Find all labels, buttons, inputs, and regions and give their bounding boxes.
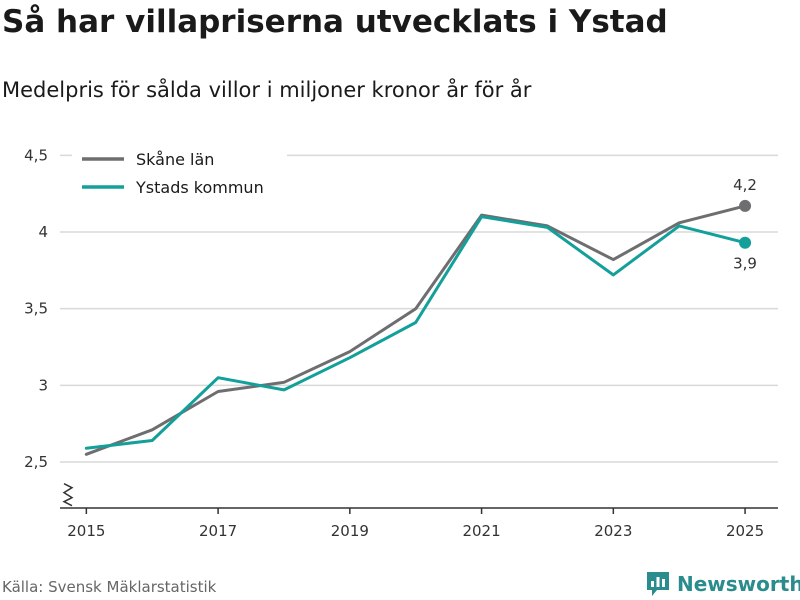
y-tick-label: 4,5: [24, 146, 48, 164]
brand-name: Newsworthy: [677, 572, 800, 596]
y-tick-label: 3,5: [24, 300, 48, 318]
x-tick-label: 2021: [462, 522, 500, 540]
x-tick-label: 2023: [594, 522, 632, 540]
x-tick-label: 2019: [331, 522, 369, 540]
y-tick-label: 4: [38, 223, 48, 241]
x-tick-label: 2015: [67, 522, 105, 540]
x-tick-label: 2025: [726, 522, 764, 540]
legend: Skåne län Ystads kommun: [72, 146, 287, 202]
end-data-label-1: 3,9: [733, 255, 757, 273]
chart-subtitle: Medelpris för sålda villor i miljoner kr…: [2, 78, 532, 102]
y-tick-label: 2,5: [24, 453, 48, 471]
axis-break-marker: [62, 482, 74, 507]
end-data-label-0: 4,2: [733, 176, 757, 194]
x-tick-label: 2017: [199, 522, 237, 540]
legend-background: [72, 146, 287, 202]
source-note: Källa: Svensk Mäklarstatistik: [2, 578, 217, 596]
brand-logo: Newsworthy: [645, 570, 800, 598]
y-tick-label: 3: [38, 376, 48, 394]
series-end-marker-0: [739, 199, 752, 212]
series-lines: [84, 199, 752, 456]
data-labels: 4,2 3,9: [733, 176, 757, 273]
chart-title: Så har villapriserna utvecklats i Ystad: [2, 4, 668, 40]
axes: 2,5 3 3,5 4 4,5 2015 2017 2019 2021 2023 2025: [24, 146, 778, 540]
legend-label-1: Ystads kommun: [135, 178, 264, 197]
series-line-1: [84, 215, 747, 450]
series-line-0: [84, 204, 747, 456]
legend-label-0: Skåne län: [136, 150, 214, 169]
series-end-marker-1: [739, 236, 752, 249]
bar-chart-speech-bubble-icon: [647, 572, 669, 596]
